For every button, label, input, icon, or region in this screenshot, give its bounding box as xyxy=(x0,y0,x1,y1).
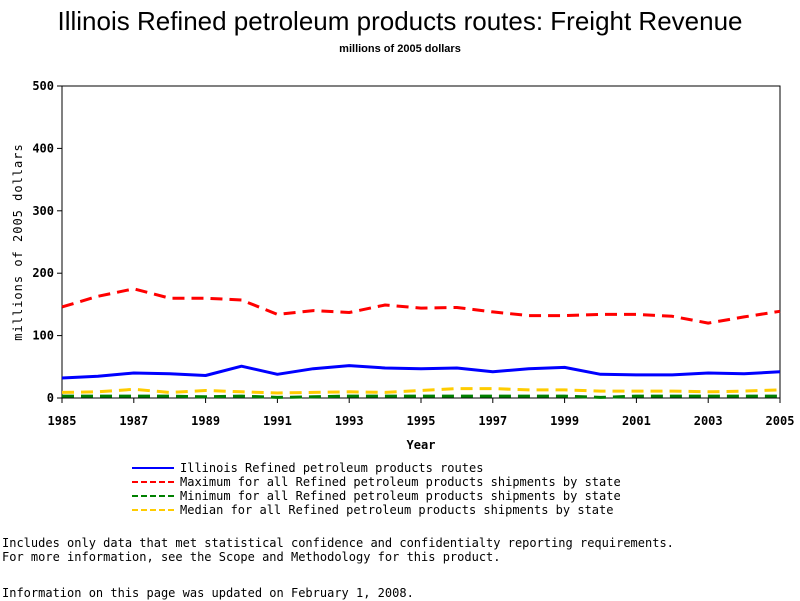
legend-swatch xyxy=(132,467,174,469)
legend-swatch xyxy=(132,509,174,511)
y-tick-label: 400 xyxy=(32,141,54,155)
y-tick-label: 300 xyxy=(32,204,54,218)
legend-swatch xyxy=(132,495,174,497)
y-tick-label: 500 xyxy=(32,79,54,93)
legend-item: Maximum for all Refined petroleum produc… xyxy=(132,475,621,489)
chart-title: Illinois Refined petroleum products rout… xyxy=(57,6,743,36)
y-axis-label: millions of 2005 dollars xyxy=(11,143,25,340)
chart-subtitle: millions of 2005 dollars xyxy=(339,43,461,55)
series-line-0 xyxy=(61,364,781,380)
legend-item: Median for all Refined petroleum product… xyxy=(132,503,621,517)
legend-item: Minimum for all Refined petroleum produc… xyxy=(132,489,621,503)
x-tick-label: 1999 xyxy=(550,414,579,428)
update-note: Information on this page was updated on … xyxy=(2,586,414,600)
line-chart: 0 100 200 300 400 500 1985 1987 1989 1991 1993 1995… xyxy=(11,79,795,452)
series-line-3 xyxy=(61,387,781,395)
x-tick-label: 1995 xyxy=(407,414,436,428)
x-tick-label: 1989 xyxy=(191,414,220,428)
x-tick-label: 1991 xyxy=(263,414,292,428)
x-tick-label: 2003 xyxy=(694,414,723,428)
plot-frame xyxy=(61,85,781,399)
legend-label: Illinois Refined petroleum products rout… xyxy=(180,461,484,475)
legend-label: Maximum for all Refined petroleum produc… xyxy=(180,475,621,489)
x-tick-label: 1987 xyxy=(119,414,148,428)
legend-swatch xyxy=(132,481,174,483)
x-tick-label: 1993 xyxy=(335,414,364,428)
x-tick-label: 2005 xyxy=(766,414,795,428)
y-tick-label: 0 xyxy=(47,391,54,405)
x-tick-label: 1985 xyxy=(48,414,77,428)
legend-item: Illinois Refined petroleum products rout… xyxy=(132,461,621,475)
methodology-note: For more information, see the Scope and … xyxy=(2,550,501,564)
chart-legend: Illinois Refined petroleum products rout… xyxy=(132,461,621,517)
y-tick-label: 100 xyxy=(32,329,54,343)
series-line-1 xyxy=(61,287,781,325)
x-tick-label: 1997 xyxy=(478,414,507,428)
y-tick-label: 200 xyxy=(32,266,54,280)
series-line-2 xyxy=(62,394,780,399)
legend-label: Median for all Refined petroleum product… xyxy=(180,503,614,517)
x-tick-label: 2001 xyxy=(622,414,651,428)
data-note: Includes only data that met statistical … xyxy=(2,536,674,550)
legend-label: Minimum for all Refined petroleum produc… xyxy=(180,489,621,503)
x-axis-label: Year xyxy=(407,438,436,452)
